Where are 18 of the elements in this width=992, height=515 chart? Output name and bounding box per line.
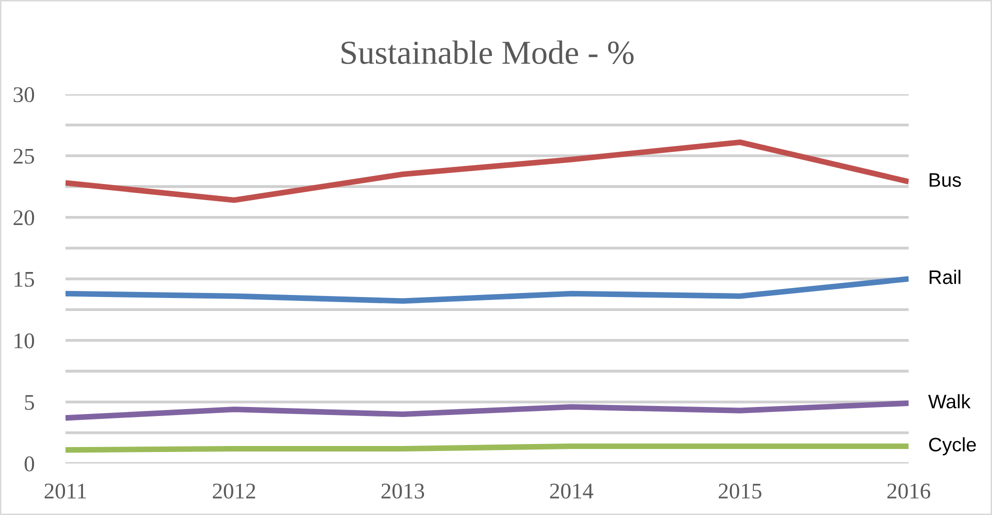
y-tick-label: 15 [14,272,34,287]
x-tick-label: 2016 [887,484,930,499]
x-tick-label: 2012 [212,484,256,499]
chart-title: Sustainable Mode - % [342,40,634,64]
series-label: Walk [928,394,971,408]
y-tick-label: 25 [14,148,34,164]
x-tick-label: 2015 [718,484,762,499]
series-label: Cycle [929,437,976,456]
y-tick-label: 0 [24,456,34,472]
y-tick-label: 20 [14,210,34,226]
y-tick-label: 10 [14,333,34,348]
x-tick-label: 2014 [550,484,594,499]
x-tick-label: 2011 [44,484,86,499]
series-label: Bus [930,173,961,187]
y-tick-label: 30 [14,87,34,102]
x-tick-label: 2013 [382,484,424,499]
y-tick-label: 5 [25,395,34,410]
series-label: Rail [930,270,960,284]
